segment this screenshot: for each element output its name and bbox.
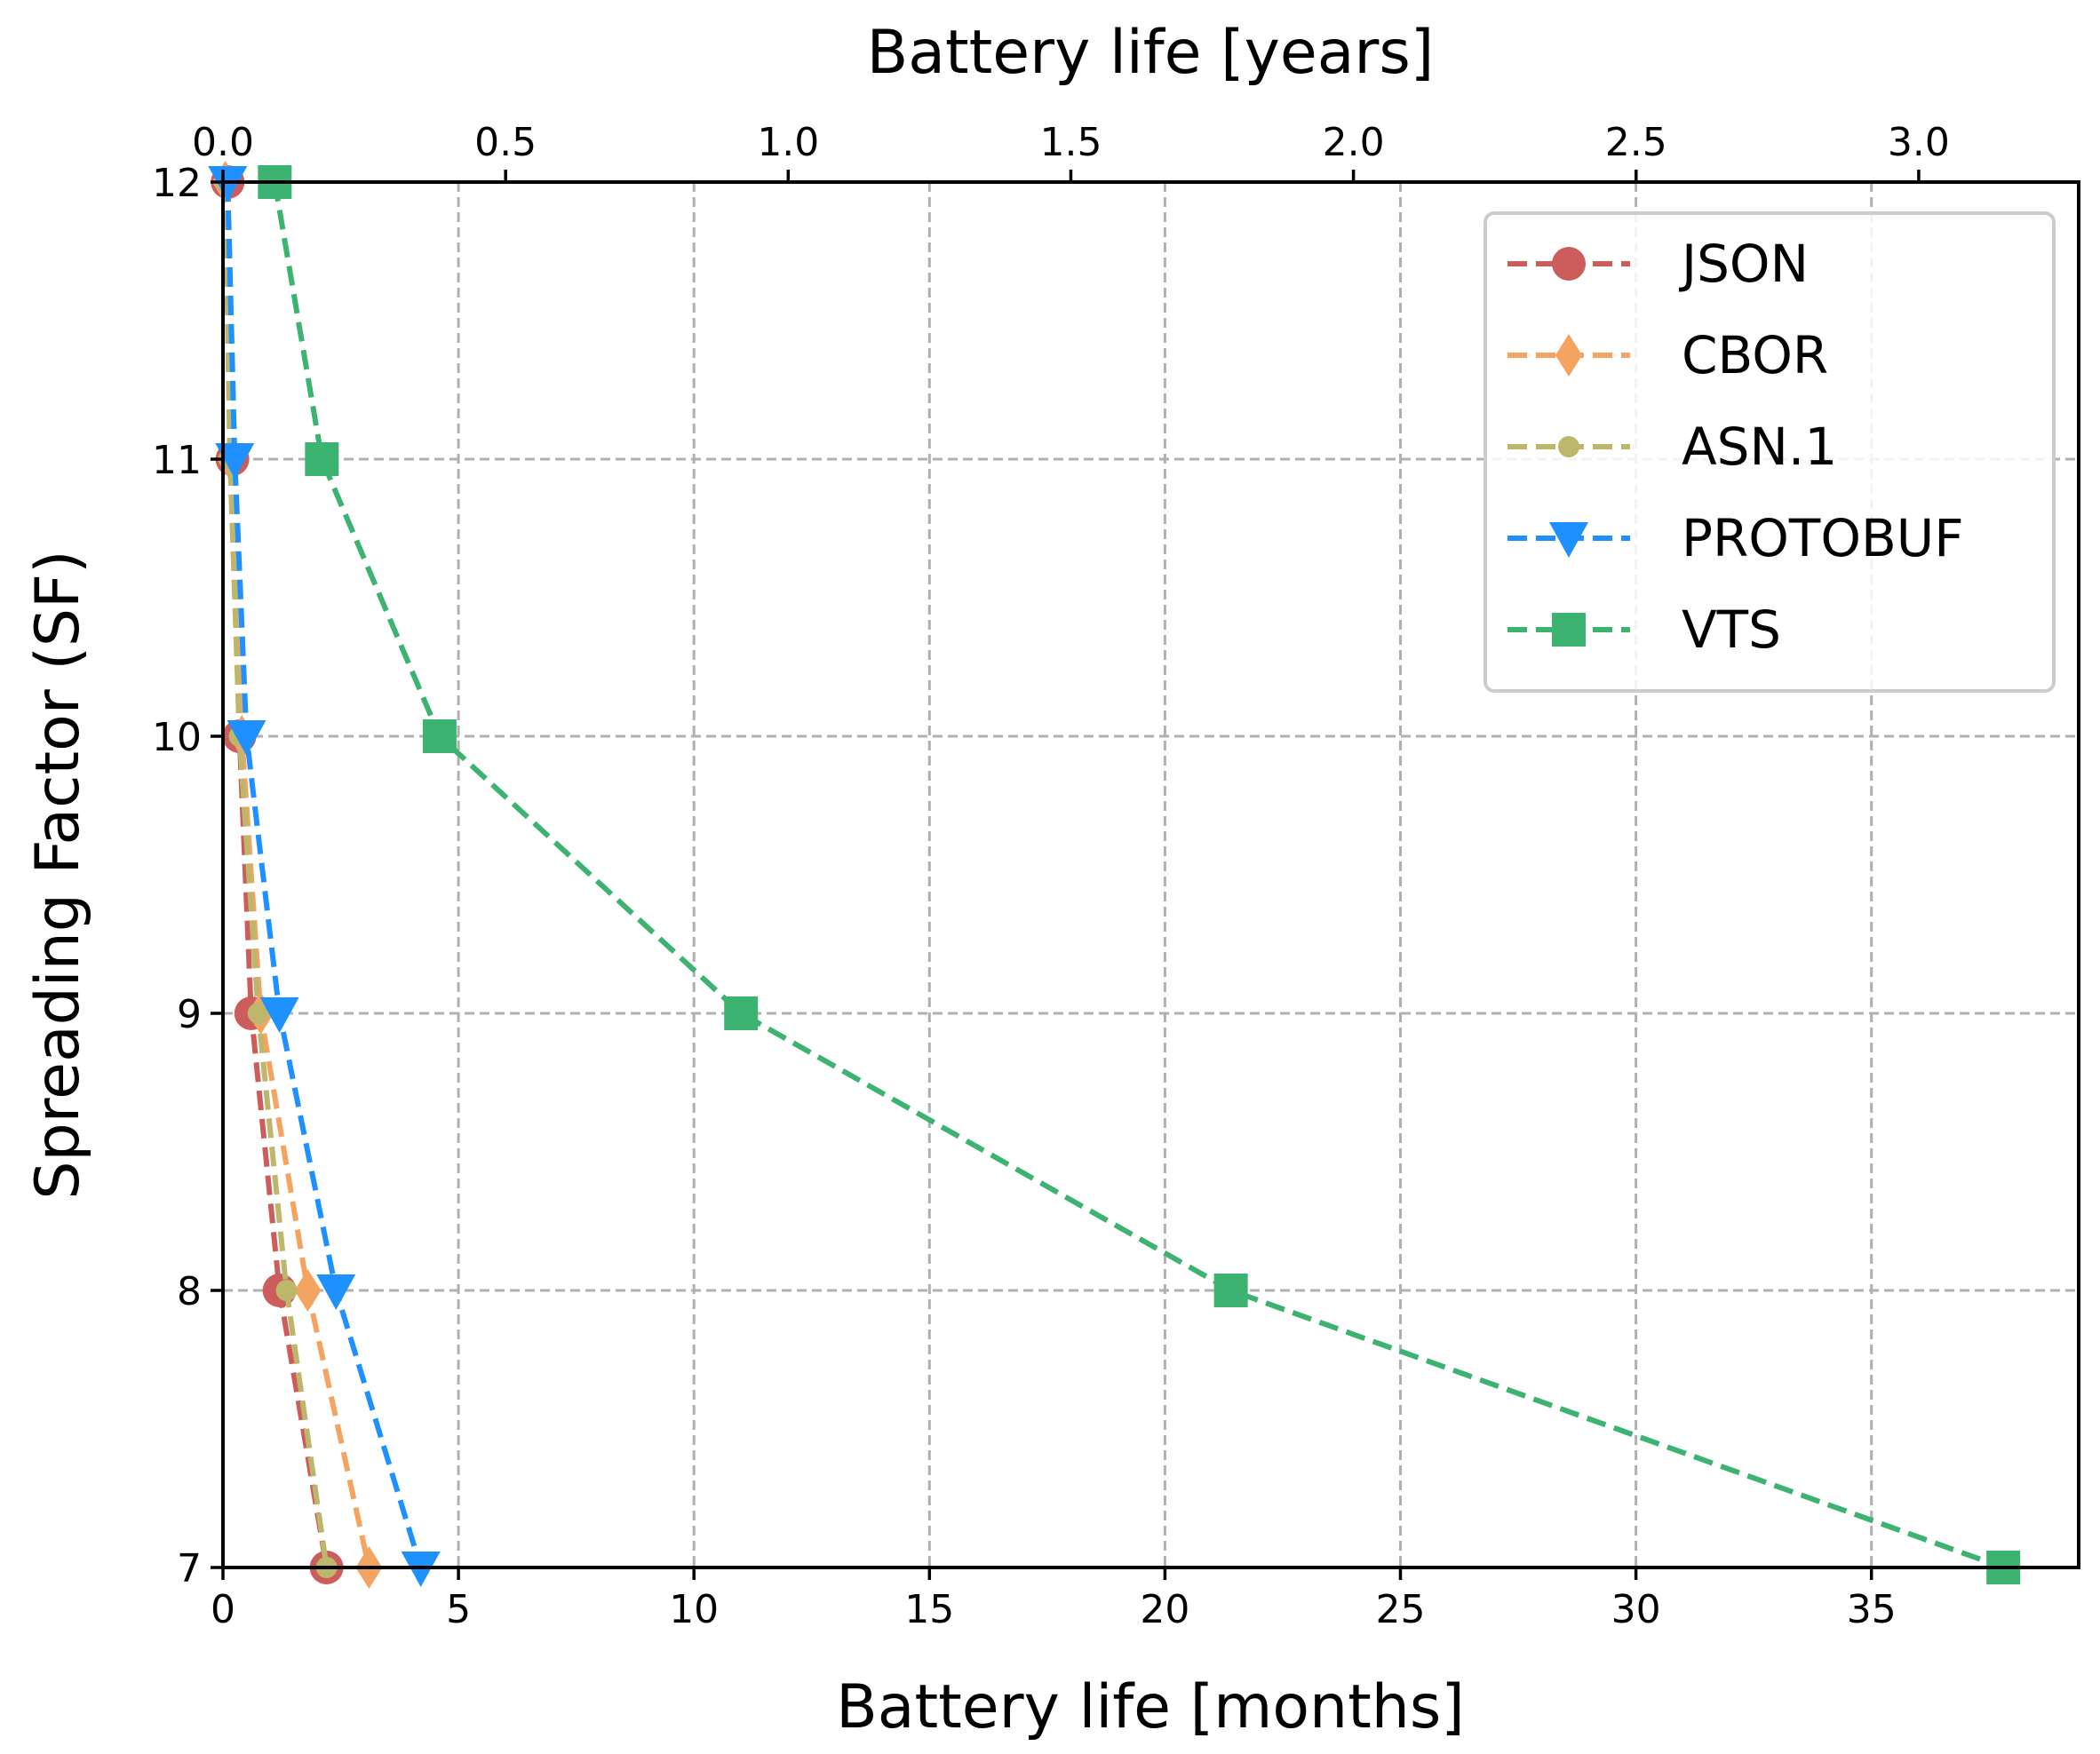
data-point [247, 1003, 269, 1024]
top-x-tick-label: 2.0 [1323, 120, 1385, 165]
series-line [225, 181, 424, 1568]
y-tick-label: 9 [177, 992, 202, 1037]
data-point [422, 719, 457, 753]
series-line [222, 181, 330, 1568]
x-tick-label: 0 [211, 1587, 235, 1632]
x-tick-label: 30 [1611, 1587, 1661, 1632]
legend-item: PROTOBUF [1507, 508, 1964, 568]
x-tick-label: 15 [904, 1587, 954, 1632]
legend-marker [1549, 522, 1588, 558]
top-x-tick-label: 1.0 [757, 120, 819, 165]
legend-marker [1552, 247, 1586, 281]
data-point [316, 1274, 356, 1310]
legend-marker [1555, 334, 1582, 377]
top-x-tick-label: 3.0 [1888, 120, 1950, 165]
top-x-tick-label: 0.0 [192, 120, 254, 165]
data-point [227, 720, 266, 756]
data-point [294, 1269, 322, 1312]
legend-label: PROTOBUF [1682, 508, 1964, 568]
data-point [305, 442, 339, 476]
x-tick-label: 10 [669, 1587, 719, 1632]
top-x-tick-label: 1.5 [1039, 120, 1102, 165]
legend: JSON CBOR ASN.1 PROTOBUF VTS [1484, 211, 2056, 693]
y-axis-title: Spreading Factor (SF) [23, 550, 93, 1199]
x-tick-label: 25 [1376, 1587, 1426, 1632]
legend-item: CBOR [1507, 325, 1828, 385]
top-x-axis-title: Battery life [years] [867, 18, 1435, 88]
legend-label: CBOR [1682, 325, 1828, 385]
x-tick-label: 35 [1847, 1587, 1897, 1632]
y-tick-label: 11 [152, 438, 202, 483]
x-tick-label: 5 [446, 1587, 471, 1632]
top-x-tick-label: 0.5 [474, 120, 537, 165]
legend-item: VTS [1507, 599, 1781, 660]
y-tick-label: 10 [152, 715, 202, 760]
y-tick-label: 7 [177, 1546, 202, 1591]
data-point [724, 996, 759, 1030]
series-protobuf [208, 166, 441, 1587]
axis-ticks: 0 5 10 15 20 25 30 35 0.0 0.5 1.0 1.5 2.0 2.5 3.0 7 8 9 10… [152, 120, 1950, 1632]
legend-label: ASN.1 [1682, 417, 1837, 477]
legend-box [1484, 211, 2056, 693]
x-tick-label: 20 [1140, 1587, 1189, 1632]
series-line [272, 181, 2005, 1570]
data-point [1213, 1274, 1248, 1307]
plot-area-frame [221, 180, 2080, 1569]
data-point [275, 1280, 298, 1301]
data-point [259, 997, 299, 1033]
legend-label: JSON [1679, 234, 1809, 294]
legend-marker [1552, 613, 1586, 647]
top-x-tick-label: 2.5 [1605, 120, 1667, 165]
x-axis-title: Battery life [months] [836, 1672, 1465, 1742]
y-tick-label: 8 [177, 1269, 202, 1314]
legend-label: VTS [1682, 599, 1781, 660]
legend-item: JSON [1507, 234, 1809, 294]
data-point [215, 443, 255, 479]
y-tick-label: 12 [152, 161, 202, 206]
series-vts [258, 165, 2021, 1584]
legend-item: ASN.1 [1507, 417, 1837, 477]
legend-marker [1558, 436, 1579, 457]
